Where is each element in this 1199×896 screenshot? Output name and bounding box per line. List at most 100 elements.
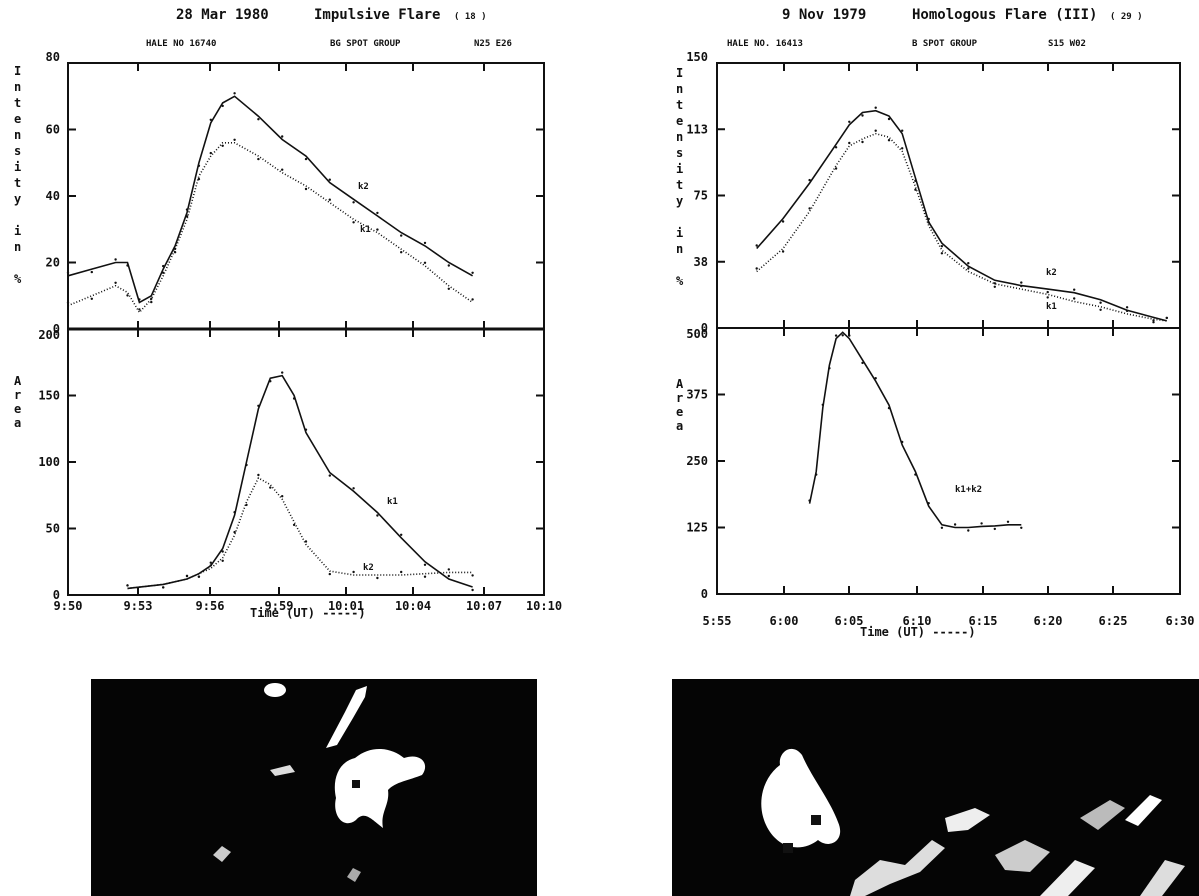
ylabel-char: i — [676, 162, 683, 176]
right-hale-no: HALE NO. 16413 — [727, 39, 803, 49]
left-area-plot: k1 k2 — [126, 371, 474, 592]
data-point — [281, 371, 284, 374]
x-tick-label: 6:10 — [903, 614, 932, 628]
data-point — [221, 550, 224, 553]
x-tick-label: 10:01 — [328, 599, 364, 613]
right-location: S15 W02 — [1048, 39, 1086, 49]
data-point — [209, 564, 212, 567]
data-point — [400, 570, 403, 574]
data-point — [197, 575, 201, 578]
data-point — [376, 228, 379, 231]
ylabel-char: n — [14, 128, 21, 142]
left-location: N25 E26 — [474, 39, 512, 49]
data-point — [1165, 316, 1169, 320]
data-point — [352, 487, 355, 490]
data-point — [328, 474, 331, 477]
data-point — [245, 463, 248, 467]
ylabel-char: % — [676, 274, 684, 288]
ylabel-char: I — [676, 66, 683, 80]
data-point — [841, 334, 844, 337]
data-point — [352, 201, 355, 204]
left-flare-image — [91, 679, 537, 896]
data-point — [901, 129, 904, 132]
data-point — [221, 144, 224, 147]
data-point — [901, 440, 904, 444]
data-point — [447, 287, 450, 290]
data-point — [400, 234, 403, 237]
ylabel-char: I — [14, 64, 21, 78]
data-point — [328, 178, 331, 181]
y-tick-label: 150 — [686, 50, 708, 64]
data-point — [834, 167, 838, 170]
data-point — [808, 207, 811, 210]
data-point — [447, 568, 450, 571]
ylabel-char: n — [676, 242, 683, 256]
data-point — [352, 221, 355, 224]
data-point — [126, 584, 129, 587]
data-point — [233, 511, 236, 514]
x-tick-label: 6:30 — [1166, 614, 1195, 628]
y-tick-label: 0 — [53, 322, 60, 336]
series-label: k1+k2 — [955, 485, 982, 495]
right-flare-image — [672, 679, 1199, 896]
data-point — [1020, 526, 1023, 529]
data-point — [1099, 301, 1102, 304]
ylabel-char: n — [14, 80, 21, 94]
series-label: k2 — [363, 563, 374, 573]
data-point — [221, 559, 224, 562]
x-tick-label: 10:10 — [526, 599, 562, 613]
data-point — [257, 404, 260, 407]
data-point — [848, 334, 851, 337]
ylabel-char: e — [14, 112, 21, 126]
x-tick-label: 9:59 — [265, 599, 294, 613]
left-intensity-ticks: 0 20 40 60 80 — [46, 50, 544, 336]
ylabel-char: y — [14, 192, 21, 206]
ylabel-char: y — [676, 194, 683, 208]
series-label: k1 — [387, 497, 398, 507]
right-intensity-plot: k2 k1 — [755, 106, 1169, 324]
right-title: 9 Nov 1979 — [782, 7, 866, 23]
left-flare-type: Impulsive Flare — [314, 7, 440, 23]
ylabel-char: n — [14, 240, 21, 254]
data-point — [927, 221, 930, 224]
data-point — [940, 252, 944, 255]
data-point — [861, 140, 864, 144]
x-tick-label: 6:00 — [770, 614, 799, 628]
data-point — [400, 533, 403, 536]
ylabel-char: e — [14, 402, 21, 416]
data-point — [1152, 321, 1155, 324]
left-area-ticks: 0 50 100 150 200 — [38, 328, 544, 602]
x-tick-label: 10:04 — [395, 599, 431, 613]
data-point — [781, 250, 785, 253]
series-line-k1+k2 — [808, 331, 1022, 529]
data-point — [993, 527, 996, 531]
data-point — [471, 588, 474, 592]
data-point — [245, 503, 248, 507]
right-time-ticks: 5:55 6:00 6:05 6:10 6:15 6:20 6:25 6:30 — [703, 63, 1195, 628]
data-point — [376, 576, 379, 580]
y-tick-label: 375 — [686, 388, 708, 402]
x-tick-label: 9:53 — [124, 599, 153, 613]
data-point — [471, 271, 474, 274]
data-point — [1046, 296, 1049, 299]
series-line-k1 — [756, 132, 1167, 322]
data-point — [1073, 288, 1076, 291]
data-point — [980, 522, 983, 525]
ylabel-char: a — [676, 419, 683, 433]
data-point — [914, 179, 917, 182]
data-point — [940, 526, 944, 529]
data-point — [233, 530, 236, 534]
ylabel-char: s — [14, 144, 21, 158]
y-tick-label: 125 — [686, 521, 708, 535]
data-point — [887, 139, 891, 142]
data-point — [471, 298, 474, 301]
data-point — [90, 270, 94, 274]
data-point — [967, 529, 970, 532]
data-point — [471, 574, 474, 577]
data-point — [808, 499, 811, 502]
data-point — [815, 473, 818, 476]
data-point — [304, 540, 308, 543]
series-label: k2 — [1046, 268, 1057, 278]
data-point — [927, 217, 930, 221]
